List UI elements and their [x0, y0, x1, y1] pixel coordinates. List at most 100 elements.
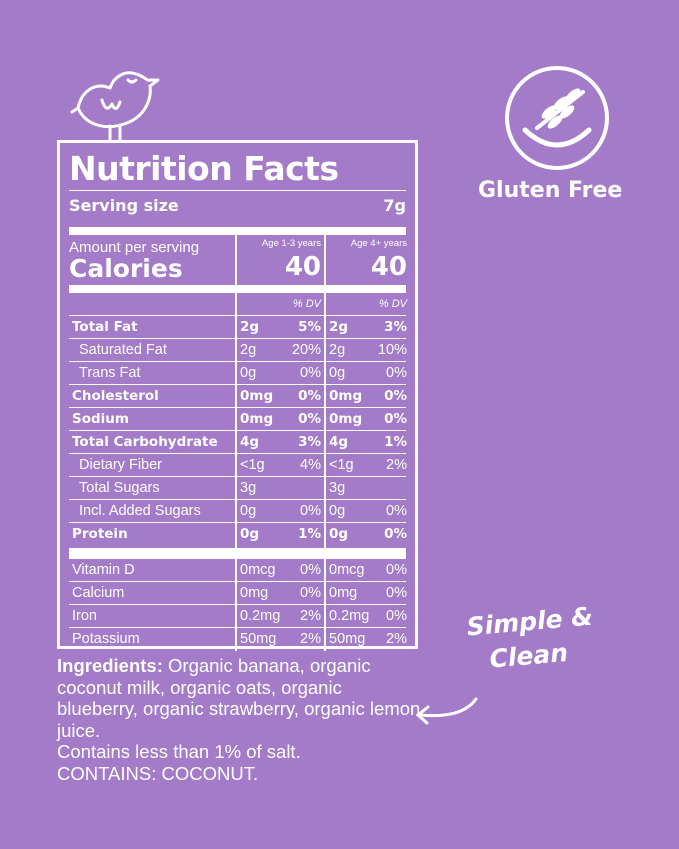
amount: 0mg	[329, 388, 363, 404]
nutrition-facts-label: Nutrition Facts Serving size 7g Amount pe…	[57, 140, 418, 651]
calories-value: 40	[370, 252, 407, 282]
nutrient-row: Total Carbohydrate 4g 3% 4g 1%	[69, 431, 407, 454]
nutrient-values: 0mg 0%	[324, 385, 410, 407]
percent-dv: 0%	[300, 562, 321, 578]
percent-dv: 0%	[300, 503, 321, 519]
percent-dv: 20%	[291, 342, 321, 358]
nutrient-row: Iron 0.2mg 2% 0.2mg 0%	[69, 605, 407, 628]
dv-header: % DV	[235, 293, 324, 315]
age-header: Age 4+ years	[350, 238, 407, 249]
nutrient-name: Protein	[72, 526, 128, 542]
percent-dv: 3%	[298, 434, 321, 450]
nutrient-values: <1g 4%	[235, 454, 324, 476]
amount: 0g	[329, 503, 346, 519]
ingredients-label: Ingredients:	[57, 655, 163, 676]
age-header: Age 1-3 years	[261, 238, 321, 249]
amount: 0mcg	[329, 562, 365, 578]
salt-note: Contains less than 1% of salt.	[57, 741, 301, 762]
amount: 50mg	[329, 631, 366, 647]
amount: <1g	[329, 457, 354, 473]
amount: 0g	[240, 526, 260, 542]
percent-dv: 0%	[300, 585, 321, 601]
amount: 0mg	[240, 585, 269, 601]
nutrient-name: Total Sugars	[79, 480, 160, 496]
nutrient-row: Cholesterol 0mg 0% 0mg 0%	[69, 385, 407, 408]
nutrient-values: 50mg 2%	[324, 628, 410, 651]
serving-size-label: Serving size	[69, 196, 179, 215]
nutrient-row: Potassium 50mg 2% 50mg 2%	[69, 628, 407, 651]
amount: 0g	[329, 365, 346, 381]
nutrient-name: Total Fat	[72, 319, 138, 335]
nutrient-row: Dietary Fiber <1g 4% <1g 2%	[69, 454, 407, 477]
nutrient-row: Calcium 0mg 0% 0mg 0%	[69, 582, 407, 605]
calories-label: Calories	[69, 254, 183, 283]
nutrient-values: 3g	[324, 477, 410, 499]
percent-dv: 0%	[384, 526, 407, 542]
percent-dv: 5%	[298, 319, 321, 335]
dv-header-row: % DV% DV	[69, 293, 407, 316]
serving-size-value: 7g	[383, 196, 406, 215]
nutrient-name: Incl. Added Sugars	[79, 503, 201, 519]
nutrient-values: 0mg 0%	[324, 582, 410, 604]
nutrient-values: 0mg 0%	[324, 408, 410, 430]
percent-dv: 1%	[384, 434, 407, 450]
amount: 0.2mg	[329, 608, 370, 624]
percent-dv: 10%	[377, 342, 407, 358]
amount: 0mg	[329, 585, 358, 601]
nutrient-name: Calcium	[72, 585, 125, 601]
amount-per-serving: Amount per serving	[69, 239, 200, 256]
nutrient-values: 2g 20%	[235, 339, 324, 361]
nutrient-values: 0g 0%	[324, 362, 410, 384]
nutrient-row: Protein 0g 1% 0g 0%	[69, 523, 407, 549]
amount: <1g	[240, 457, 265, 473]
percent-dv: 4%	[300, 457, 321, 473]
nutrient-row: Total Fat 2g 5% 2g 3%	[69, 316, 407, 339]
serving-size-row: Serving size 7g	[69, 191, 406, 227]
percent-dv: 0%	[300, 365, 321, 381]
calories-value: 40	[284, 252, 321, 282]
amount: 4g	[329, 434, 349, 450]
percent-dv: 0%	[386, 365, 407, 381]
nutrient-row: Sodium 0mg 0% 0mg 0%	[69, 408, 407, 431]
nutrient-values: 0g 0%	[324, 523, 410, 548]
percent-dv: 0%	[298, 411, 321, 427]
nutrient-values: 0mcg 0%	[324, 559, 410, 581]
amount: 0.2mg	[240, 608, 281, 624]
curved-arrow-icon	[415, 697, 478, 725]
percent-dv: 0%	[386, 562, 407, 578]
nutrient-name: Trans Fat	[79, 365, 141, 381]
nutrient-values: 2g 10%	[324, 339, 410, 361]
amount: 2g	[240, 319, 260, 335]
amount: 0mcg	[240, 562, 276, 578]
nutrient-values: 2g 3%	[324, 316, 410, 338]
nutrient-name: Iron	[72, 608, 97, 624]
nutrient-values: 0mcg 0%	[235, 559, 324, 581]
nutrient-values: 3g	[235, 477, 324, 499]
amount: 0g	[240, 365, 257, 381]
percent-dv: 3%	[384, 319, 407, 335]
divider-bar	[69, 549, 406, 559]
gluten-free-text: Gluten Free	[478, 178, 623, 203]
amount: 0g	[240, 503, 257, 519]
percent-dv: 0%	[386, 608, 407, 624]
nutrient-values: 0g 0%	[324, 500, 410, 522]
nutrient-name: Saturated Fat	[79, 342, 167, 358]
nutrient-name: Total Carbohydrate	[72, 434, 218, 450]
amount: 0g	[329, 526, 349, 542]
nutrient-name: Potassium	[72, 631, 140, 647]
percent-dv: 0%	[384, 411, 407, 427]
dv-header: % DV	[324, 293, 410, 315]
nutrient-name: Vitamin D	[72, 562, 135, 578]
amount: 3g	[329, 480, 346, 496]
ingredients-text: Organic banana, organic coconut milk, or…	[57, 655, 421, 741]
percent-dv: 0%	[386, 585, 407, 601]
calories-row: Amount per serving Calories Age 1-3 years…	[69, 235, 407, 285]
divider-bar	[69, 285, 406, 293]
label-title: Nutrition Facts	[69, 147, 406, 191]
nutrient-name: Dietary Fiber	[79, 457, 162, 473]
amount: 4g	[240, 434, 260, 450]
allergen-note: CONTAINS: COCONUT.	[57, 762, 259, 784]
bird-icon	[70, 71, 160, 142]
amount: 2g	[329, 342, 346, 358]
nutrient-row: Vitamin D 0mcg 0% 0mcg 0%	[69, 559, 407, 582]
